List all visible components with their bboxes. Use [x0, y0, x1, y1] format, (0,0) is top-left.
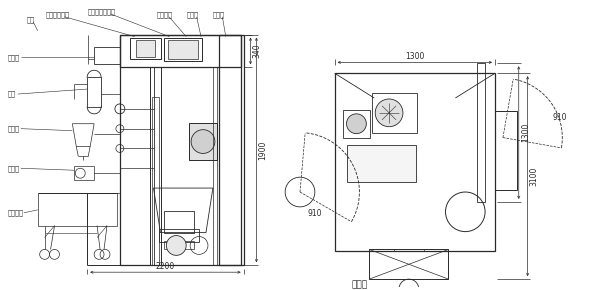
Circle shape: [347, 114, 367, 134]
Bar: [120, 35, 244, 265]
Text: 2200: 2200: [156, 262, 175, 271]
Circle shape: [166, 235, 186, 255]
Text: 910: 910: [553, 113, 567, 122]
Text: 俯视图: 俯视图: [352, 280, 367, 289]
Text: 工作台旋转电机: 工作台旋转电机: [88, 9, 116, 15]
Text: 磨液泵: 磨液泵: [8, 54, 20, 61]
Text: 3100: 3100: [530, 166, 539, 186]
Text: 1900: 1900: [259, 140, 268, 160]
Circle shape: [191, 130, 215, 153]
Text: 910: 910: [308, 209, 322, 218]
Bar: [477, 63, 485, 202]
Bar: [335, 73, 495, 251]
Bar: [152, 97, 160, 265]
Text: 照明灯箱: 照明灯箱: [157, 12, 172, 18]
Text: 电器箱: 电器箱: [213, 12, 225, 18]
Text: 气罐: 气罐: [8, 91, 16, 97]
Text: 1300: 1300: [521, 123, 530, 142]
Bar: [120, 35, 241, 67]
Bar: [369, 249, 448, 279]
Text: 清洗水箱: 清洗水箱: [8, 209, 24, 216]
Circle shape: [375, 99, 403, 127]
Bar: [164, 38, 202, 61]
Bar: [87, 77, 101, 107]
Text: 工作旋转电机: 工作旋转电机: [46, 12, 70, 18]
Bar: [372, 93, 417, 133]
Bar: [74, 166, 94, 180]
Bar: [160, 229, 199, 242]
Bar: [495, 111, 517, 190]
Text: 收砂器: 收砂器: [8, 125, 20, 132]
Bar: [38, 193, 117, 226]
Bar: [94, 46, 120, 64]
Text: 340: 340: [253, 44, 262, 58]
Bar: [347, 144, 416, 182]
Bar: [136, 40, 155, 57]
Text: 清洗泵: 清洗泵: [8, 165, 20, 172]
Bar: [164, 211, 194, 233]
Bar: [343, 110, 370, 137]
Text: 1300: 1300: [405, 52, 425, 61]
Text: 主机: 主机: [27, 17, 35, 23]
Text: 减速器: 减速器: [187, 12, 199, 18]
Bar: [164, 240, 194, 249]
Bar: [130, 38, 161, 59]
Bar: [219, 35, 241, 265]
Bar: [149, 67, 161, 265]
Bar: [169, 40, 198, 59]
Bar: [189, 123, 217, 160]
